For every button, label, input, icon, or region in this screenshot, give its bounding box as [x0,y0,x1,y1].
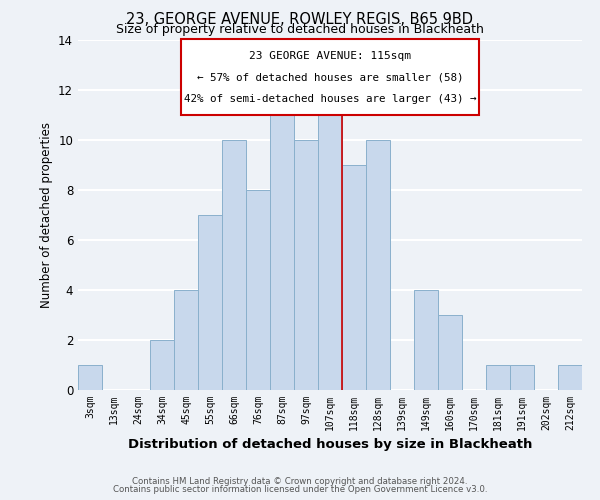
Bar [318,90,342,390]
Bar [414,290,438,390]
FancyBboxPatch shape [181,39,479,115]
Bar [294,140,318,390]
Text: Contains HM Land Registry data © Crown copyright and database right 2024.: Contains HM Land Registry data © Crown c… [132,477,468,486]
Text: 23, GEORGE AVENUE, ROWLEY REGIS, B65 9BD: 23, GEORGE AVENUE, ROWLEY REGIS, B65 9BD [127,12,473,28]
Bar [174,290,198,390]
Bar [438,315,462,390]
Y-axis label: Number of detached properties: Number of detached properties [40,122,53,308]
Bar [246,190,270,390]
Text: ← 57% of detached houses are smaller (58): ← 57% of detached houses are smaller (58… [197,72,463,83]
X-axis label: Distribution of detached houses by size in Blackheath: Distribution of detached houses by size … [128,438,532,452]
Text: 23 GEORGE AVENUE: 115sqm: 23 GEORGE AVENUE: 115sqm [249,52,411,61]
Text: Contains public sector information licensed under the Open Government Licence v3: Contains public sector information licen… [113,485,487,494]
Bar [198,215,222,390]
Bar [78,365,102,390]
Bar [150,340,174,390]
Bar [222,140,246,390]
Bar [270,115,294,390]
Bar [558,365,582,390]
Bar [486,365,510,390]
Bar [510,365,534,390]
Bar [366,140,390,390]
Text: Size of property relative to detached houses in Blackheath: Size of property relative to detached ho… [116,24,484,36]
Text: 42% of semi-detached houses are larger (43) →: 42% of semi-detached houses are larger (… [184,94,476,104]
Bar [342,165,366,390]
